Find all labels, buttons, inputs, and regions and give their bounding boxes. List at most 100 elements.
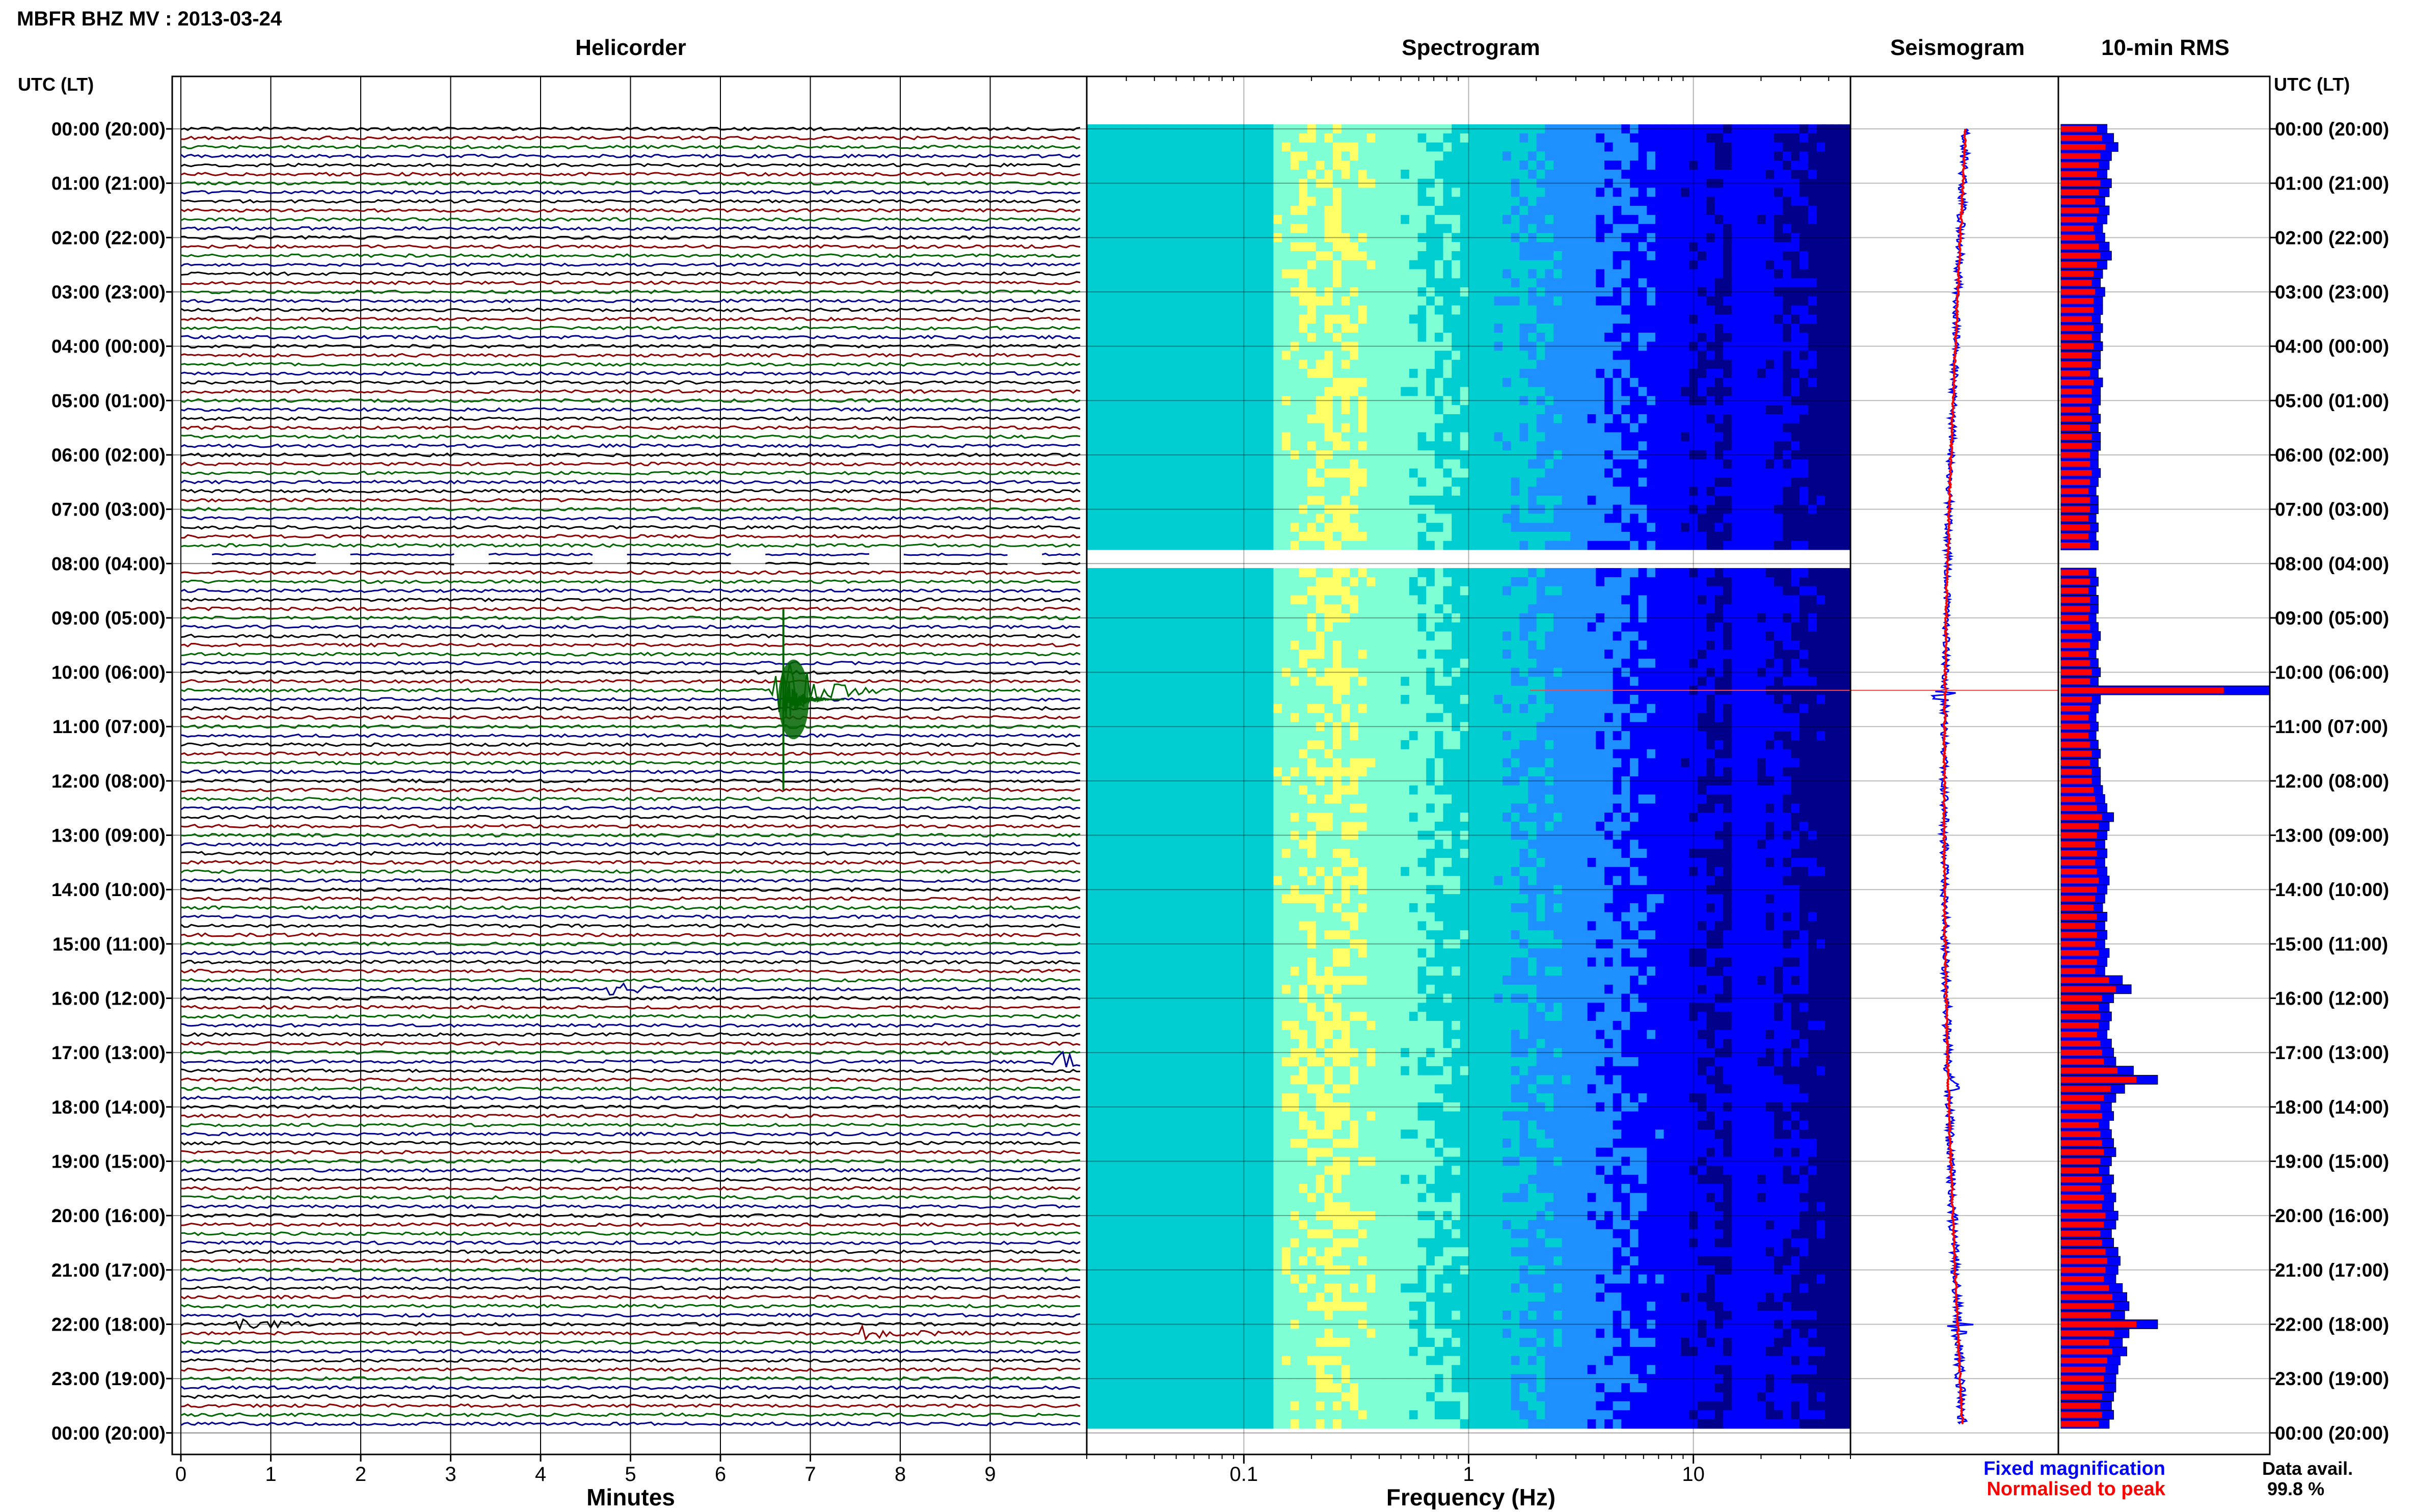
- spectrogram-cell: [1299, 341, 1308, 352]
- spectrogram-cell: [1723, 586, 1732, 596]
- spectrogram-cell: [1680, 532, 1690, 542]
- spectrogram-cell: [1545, 523, 1554, 532]
- spectrogram-cell: [1163, 377, 1172, 388]
- spectrogram-cell: [1655, 514, 1665, 523]
- spectrogram-cell: [1214, 278, 1223, 288]
- spectrogram-cell: [1197, 568, 1206, 578]
- spectrogram-cell: [1112, 487, 1121, 496]
- spectrogram-cell: [1791, 360, 1800, 369]
- spectrogram-cell: [1460, 523, 1469, 532]
- spectrogram-cell: [1477, 341, 1486, 352]
- spectrogram-cell: [1757, 170, 1766, 179]
- spectrogram-cell: [1545, 514, 1554, 523]
- spectrogram-cell: [1672, 541, 1681, 551]
- spectrogram-cell: [1502, 541, 1512, 551]
- spectrogram-cell: [1146, 387, 1156, 396]
- spectrogram-cell: [1740, 487, 1749, 496]
- spectrogram-cell: [1468, 387, 1478, 396]
- spectrogram-cell: [1401, 151, 1410, 161]
- spectrogram-cell: [1417, 405, 1427, 415]
- spectrogram-cell: [1749, 350, 1758, 360]
- spectrogram-cell: [1825, 214, 1834, 225]
- spectrogram-cell: [1460, 369, 1469, 379]
- spectrogram-cell: [1663, 568, 1673, 578]
- spectrogram-cell: [1630, 287, 1639, 297]
- spectrogram-cell: [1350, 586, 1359, 596]
- spectrogram-cell: [1528, 577, 1537, 587]
- spectrogram-cell: [1350, 224, 1359, 234]
- spectrogram-cell: [1749, 369, 1758, 379]
- spectrogram-cell: [1842, 333, 1851, 342]
- spectrogram-cell: [1562, 224, 1571, 234]
- spectrogram-cell: [1655, 296, 1665, 306]
- spectrogram-cell: [1655, 532, 1665, 542]
- spectrogram-cell: [1570, 333, 1579, 342]
- spectrogram-cell: [1324, 333, 1333, 342]
- spectrogram-cell: [1842, 568, 1851, 578]
- spectrogram-cell: [1146, 296, 1156, 306]
- spectrogram-cell: [1460, 124, 1469, 134]
- spectrogram-cell: [1214, 377, 1223, 388]
- spectrogram-cell: [1324, 568, 1333, 578]
- spectrogram-cell: [1120, 577, 1130, 587]
- spectrogram-cell: [1256, 360, 1266, 369]
- spectrogram-cell: [1511, 287, 1520, 297]
- spectrogram-cell: [1171, 214, 1181, 225]
- spectrogram-cell: [1825, 459, 1834, 469]
- spectrogram-cell: [1350, 468, 1359, 478]
- spectrogram-cell: [1825, 487, 1834, 496]
- spectrogram-cell: [1723, 495, 1732, 505]
- spectrogram-cell: [1723, 197, 1732, 206]
- spectrogram-cell: [1672, 577, 1681, 587]
- spectrogram-cell: [1740, 278, 1749, 288]
- spectrogram-cell: [1782, 278, 1792, 288]
- spectrogram-cell: [1248, 541, 1257, 551]
- spectrogram-cell: [1256, 487, 1266, 496]
- spectrogram-cell: [1740, 377, 1749, 388]
- spectrogram-cell: [1256, 577, 1266, 587]
- spectrogram-cell: [1842, 214, 1851, 225]
- spectrogram-cell: [1816, 214, 1826, 225]
- spectrogram-cell: [1231, 178, 1240, 188]
- spectrogram-cell: [1383, 151, 1393, 161]
- spectrogram-cell: [1273, 142, 1282, 152]
- spectrogram-cell: [1680, 396, 1690, 406]
- spectrogram-cell: [1341, 197, 1351, 206]
- spectrogram-cell: [1596, 613, 1605, 623]
- spectrogram-cell: [1596, 541, 1605, 551]
- spectrogram-cell: [1808, 269, 1817, 279]
- spectrogram-cell: [1723, 432, 1732, 442]
- spectrogram-cell: [1587, 387, 1597, 396]
- spectrogram-cell: [1740, 586, 1749, 596]
- spectrogram-cell: [1833, 532, 1843, 542]
- spectrogram-cell: [1324, 133, 1333, 143]
- spectrogram-cell: [1800, 124, 1809, 134]
- spectrogram-cell: [1511, 541, 1520, 551]
- spectrogram-cell: [1409, 405, 1418, 415]
- spectrogram-cell: [1545, 568, 1554, 578]
- spectrogram-cell: [1341, 495, 1351, 505]
- spectrogram-cell: [1562, 242, 1571, 252]
- spectrogram-cell: [1299, 197, 1308, 206]
- spectrogram-row: [1087, 197, 1851, 206]
- spectrogram-cell: [1468, 214, 1478, 225]
- spectrogram-cell: [1460, 586, 1469, 596]
- spectrogram-cell: [1672, 296, 1681, 306]
- spectrogram-cell: [1282, 214, 1291, 225]
- spectrogram-cell: [1800, 377, 1809, 388]
- spectrogram-cell: [1842, 432, 1851, 442]
- spectrogram-cell: [1587, 242, 1597, 252]
- spectrogram-cell: [1800, 577, 1809, 587]
- spectrogram-cell: [1383, 414, 1393, 424]
- spectrogram-cell: [1765, 495, 1775, 505]
- spectrogram-cell: [1477, 287, 1486, 297]
- spectrogram-cell: [1087, 468, 1096, 478]
- spectrogram-cell: [1553, 197, 1563, 206]
- spectrogram-cell: [1120, 350, 1130, 360]
- spectrogram-cell: [1782, 604, 1792, 614]
- spectrogram-cell: [1596, 124, 1605, 134]
- spectrogram-cell: [1375, 305, 1384, 315]
- spectrogram-cell: [1468, 197, 1478, 206]
- spectrogram-cell: [1647, 432, 1656, 442]
- spectrogram-cell: [1366, 532, 1376, 542]
